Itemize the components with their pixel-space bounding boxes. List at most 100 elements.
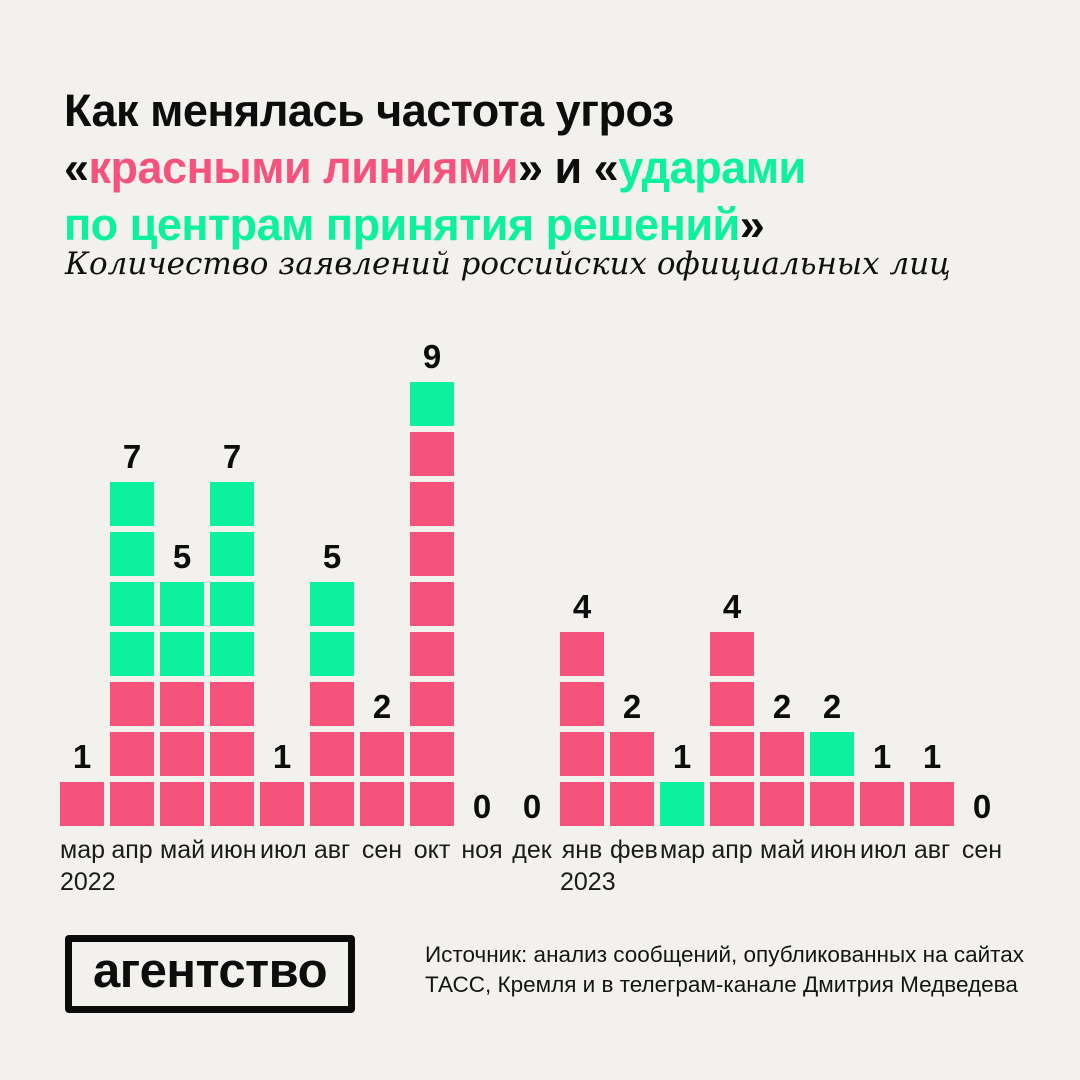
month-label: июл: [260, 836, 307, 864]
square-stack: [810, 732, 854, 826]
pink-unit-square: [410, 582, 454, 626]
bar-column-1-апр: 7: [110, 440, 154, 826]
value-label: 4: [572, 588, 592, 625]
value-label: 1: [872, 738, 892, 775]
pink-unit-square: [710, 732, 754, 776]
value-label: 2: [822, 688, 842, 725]
title-segment-black: «: [64, 142, 89, 194]
pink-unit-square: [160, 732, 204, 776]
bar-column-9-дек: 0: [510, 790, 554, 826]
bar-column-5-авг: 5: [310, 540, 354, 826]
month-label: апр: [711, 836, 753, 864]
bar-column-16-июл: 1: [860, 740, 904, 826]
month-label: янв: [561, 836, 603, 864]
bar-column-2-май: 5: [160, 540, 204, 826]
month-label: ноя: [461, 836, 503, 864]
value-label: 5: [172, 538, 192, 575]
pink-unit-square: [760, 732, 804, 776]
square-stack: [110, 482, 154, 826]
pink-unit-square: [610, 782, 654, 826]
pink-unit-square: [160, 782, 204, 826]
pink-unit-square: [410, 532, 454, 576]
green-unit-square: [160, 632, 204, 676]
value-label: 1: [72, 738, 92, 775]
chart-subtitle: Количество заявлений российских официаль…: [65, 246, 951, 282]
title-segment-black: » и «: [517, 142, 619, 194]
bar-column-11-фев: 2: [610, 690, 654, 826]
green-unit-square: [110, 532, 154, 576]
value-label: 1: [272, 738, 292, 775]
value-label: 0: [522, 788, 542, 825]
bar-column-18-сен: 0: [960, 790, 1004, 826]
pink-unit-square: [110, 682, 154, 726]
month-label: авг: [313, 836, 351, 864]
green-unit-square: [210, 632, 254, 676]
square-stack: [660, 782, 704, 826]
month-label: май: [160, 836, 206, 864]
square-stack: [860, 782, 904, 826]
value-label: 2: [372, 688, 392, 725]
square-stack: [360, 732, 404, 826]
year-label: 2022: [60, 868, 116, 896]
square-stack: [160, 582, 204, 826]
pink-unit-square: [810, 782, 854, 826]
pink-unit-square: [110, 782, 154, 826]
bar-column-10-янв: 4: [560, 590, 604, 826]
pink-unit-square: [410, 732, 454, 776]
pink-unit-square: [210, 682, 254, 726]
square-stack: [610, 732, 654, 826]
square-stack: [260, 782, 304, 826]
value-label: 4: [722, 588, 742, 625]
pink-unit-square: [310, 732, 354, 776]
pink-unit-square: [860, 782, 904, 826]
month-label: сен: [361, 836, 403, 864]
title-segment-black: Как менялась частота угроз: [64, 85, 674, 137]
bar-column-3-июн: 7: [210, 440, 254, 826]
green-unit-square: [110, 582, 154, 626]
month-label: апр: [111, 836, 153, 864]
value-label: 2: [772, 688, 792, 725]
value-label: 7: [222, 438, 242, 475]
month-label: авг: [913, 836, 951, 864]
green-unit-square: [310, 632, 354, 676]
green-unit-square: [110, 632, 154, 676]
title-segment-black: »: [739, 199, 765, 251]
pink-unit-square: [310, 782, 354, 826]
pink-unit-square: [60, 782, 104, 826]
pink-unit-square: [160, 682, 204, 726]
pink-unit-square: [560, 732, 604, 776]
pink-unit-square: [410, 782, 454, 826]
value-label: 7: [122, 438, 142, 475]
month-label: мар: [60, 836, 105, 864]
value-label: 5: [322, 538, 342, 575]
bar-column-13-апр: 4: [710, 590, 754, 826]
month-label: май: [760, 836, 806, 864]
pink-unit-square: [410, 632, 454, 676]
pink-unit-square: [710, 682, 754, 726]
green-unit-square: [810, 732, 854, 776]
pink-unit-square: [410, 482, 454, 526]
agentstvo-logo: агентство: [65, 935, 356, 1013]
page-title: Как менялась частота угроз «красными лини…: [64, 82, 1014, 253]
pink-unit-square: [410, 432, 454, 476]
year-label: 2023: [560, 868, 616, 896]
green-unit-square: [210, 582, 254, 626]
bar-column-4-июл: 1: [260, 740, 304, 826]
month-label: окт: [413, 836, 451, 864]
square-stack: [710, 632, 754, 826]
pink-unit-square: [710, 632, 754, 676]
month-label: июл: [860, 836, 907, 864]
pink-unit-square: [410, 682, 454, 726]
pink-unit-square: [560, 782, 604, 826]
value-label: 2: [622, 688, 642, 725]
green-unit-square: [210, 532, 254, 576]
month-label: фев: [610, 836, 658, 864]
year-axis: 2022 2023: [60, 868, 1004, 900]
pink-unit-square: [360, 782, 404, 826]
square-stack: [910, 782, 954, 826]
square-stack: [210, 482, 254, 826]
value-label: 0: [972, 788, 992, 825]
square-stack: [760, 732, 804, 826]
pink-unit-square: [260, 782, 304, 826]
pink-unit-square: [210, 732, 254, 776]
